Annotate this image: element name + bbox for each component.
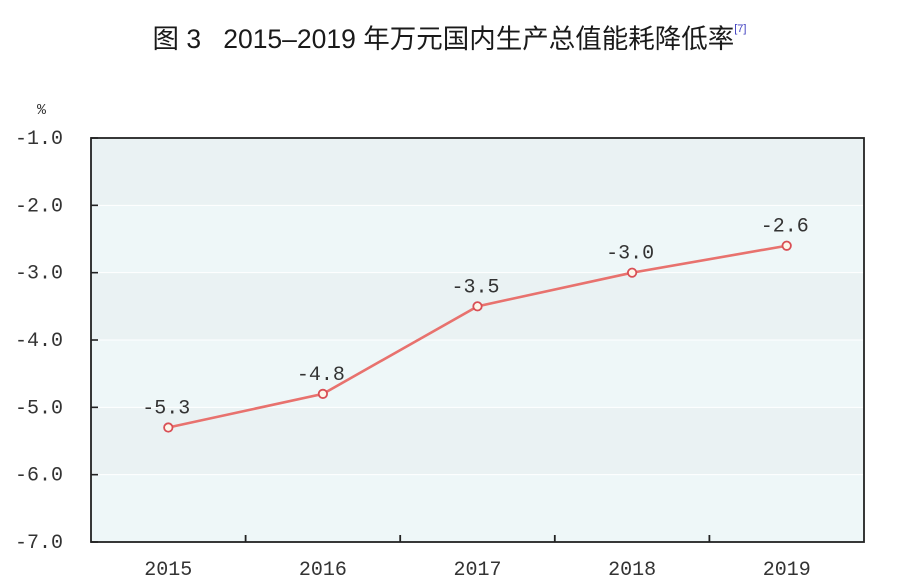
svg-text:2017: 2017: [453, 559, 501, 582]
svg-text:-4.8: -4.8: [297, 364, 345, 387]
svg-text:-3.5: -3.5: [451, 276, 499, 299]
svg-text:-6.0: -6.0: [15, 465, 63, 488]
svg-text:-3.0: -3.0: [606, 243, 654, 266]
svg-text:-2.0: -2.0: [15, 195, 63, 218]
svg-text:-3.0: -3.0: [15, 263, 63, 286]
svg-text:-5.0: -5.0: [15, 397, 63, 420]
svg-text:%: %: [37, 102, 47, 119]
svg-text:-7.0: -7.0: [15, 532, 63, 555]
svg-text:-4.0: -4.0: [15, 330, 63, 353]
svg-text:2016: 2016: [299, 559, 347, 582]
svg-text:2019: 2019: [763, 559, 811, 582]
svg-text:-5.3: -5.3: [142, 398, 190, 421]
svg-text:2015: 2015: [144, 559, 192, 582]
svg-text:2018: 2018: [608, 559, 656, 582]
svg-text:-2.6: -2.6: [761, 216, 809, 239]
svg-text:-1.0: -1.0: [15, 128, 63, 151]
